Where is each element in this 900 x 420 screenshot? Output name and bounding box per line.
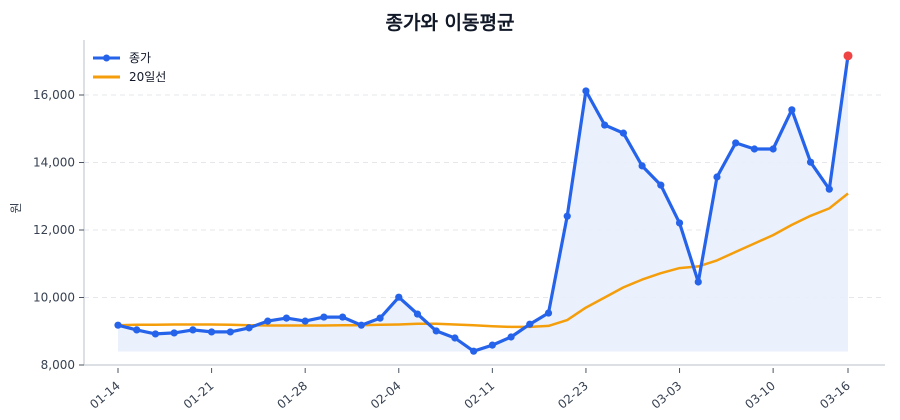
ma20-line xyxy=(117,192,849,329)
close-legend-marker-icon xyxy=(103,54,110,62)
close-point xyxy=(470,347,478,355)
legend-label-close: 종가 xyxy=(129,51,151,65)
close-point xyxy=(526,320,534,328)
x-tick-label: 02-11 xyxy=(462,379,498,412)
close-point xyxy=(264,317,272,325)
close-point xyxy=(713,173,721,181)
close-point xyxy=(114,321,122,329)
close-point xyxy=(189,326,197,334)
close-point xyxy=(432,327,440,335)
close-point xyxy=(320,313,328,321)
legend: 종가 20일선 xyxy=(93,51,166,84)
close-point xyxy=(133,326,141,334)
close-point xyxy=(376,314,384,322)
x-tick-label: 01-28 xyxy=(274,379,310,412)
close-point xyxy=(582,87,590,95)
close-point xyxy=(488,341,496,349)
close-point xyxy=(675,219,684,227)
close-point xyxy=(413,310,422,318)
close-point xyxy=(638,162,646,170)
close-point xyxy=(301,317,309,325)
y-tick-label: 8,000 xyxy=(41,358,75,372)
close-price-markers xyxy=(114,51,853,355)
legend-label-ma20: 20일선 xyxy=(129,70,166,84)
x-tick-label: 03-16 xyxy=(817,379,853,412)
x-tick-label: 01-14 xyxy=(87,379,123,412)
close-price-line xyxy=(117,55,850,353)
x-tick-label: 03-10 xyxy=(742,379,778,412)
close-point xyxy=(357,321,365,329)
y-tick-label: 10,000 xyxy=(33,291,75,305)
close-point xyxy=(282,314,291,322)
x-tick-label: 01-21 xyxy=(181,379,217,412)
close-point xyxy=(207,328,216,336)
close-point xyxy=(544,309,553,317)
close-point xyxy=(732,139,740,147)
close-point xyxy=(694,278,702,286)
close-point xyxy=(507,333,515,341)
close-point xyxy=(750,145,759,153)
last-close-point xyxy=(843,51,853,61)
close-price-area-fill xyxy=(118,55,848,352)
close-point xyxy=(619,129,627,137)
close-point xyxy=(563,212,571,220)
y-axis-ticks: 8,000 10,000 12,000 14,000 16,000 xyxy=(33,88,84,372)
chart-title: 종가와 이동평균 xyxy=(385,12,515,34)
close-point xyxy=(395,293,403,301)
close-point xyxy=(788,106,796,114)
y-tick-label: 12,000 xyxy=(33,223,75,237)
close-point xyxy=(226,328,234,336)
axes xyxy=(83,40,885,366)
x-tick-label: 03-03 xyxy=(649,379,685,412)
x-tick-label: 02-04 xyxy=(368,379,404,412)
close-point xyxy=(806,158,815,166)
close-point xyxy=(245,324,253,332)
close-point xyxy=(339,313,347,321)
close-point xyxy=(825,185,833,193)
x-tick-label: 02-23 xyxy=(555,379,591,412)
close-point xyxy=(657,181,665,189)
close-point xyxy=(170,329,178,337)
legend-item-close: 종가 xyxy=(93,51,151,65)
close-point xyxy=(769,145,777,153)
y-tick-label: 14,000 xyxy=(33,156,75,170)
y-tick-label: 16,000 xyxy=(33,88,75,102)
y-axis-label: 원 xyxy=(9,202,23,213)
close-point xyxy=(151,330,160,338)
close-point xyxy=(451,334,459,342)
close-point xyxy=(601,121,609,129)
x-axis-ticks: 01-14 01-21 01-28 02-04 02-11 02-23 03-03 03-10… xyxy=(87,368,853,412)
legend-item-ma20: 20일선 xyxy=(93,70,166,84)
